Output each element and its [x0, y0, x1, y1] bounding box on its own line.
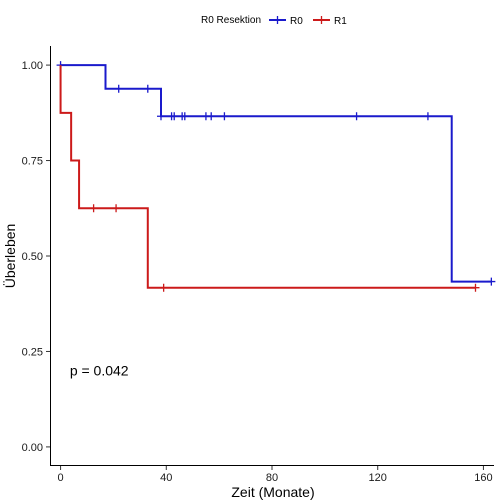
censor-mark-r0: [220, 112, 229, 121]
legend-item-r1: R1: [313, 16, 347, 27]
axes: 0 40 80 120 160 0.00 0.25 0.50 0.75 1.00: [22, 60, 493, 484]
series-r0: [56, 61, 496, 286]
plot-area: [56, 61, 496, 292]
censor-mark-r1: [112, 204, 121, 213]
y-tick-label: 0.50: [22, 251, 43, 263]
x-tick-label: 160: [474, 472, 492, 484]
censor-mark-r0: [114, 84, 123, 93]
censor-mark-r0: [423, 112, 432, 121]
y-tick-label: 0.25: [22, 346, 43, 358]
censor-mark-r1: [89, 204, 98, 213]
legend-item-r0: R0: [269, 16, 303, 27]
censor-mark-r1: [159, 283, 168, 292]
survival-line-r0: [60, 64, 492, 283]
survival-line-r1: [59, 65, 476, 289]
legend-title: R0 Resektion: [201, 15, 261, 26]
y-tick-label: 0.00: [22, 442, 43, 454]
censor-mark-r0: [170, 112, 179, 121]
censor-mark-r0: [352, 112, 361, 121]
x-axis-title: Zeit (Monate): [231, 484, 314, 500]
censor-mark-r0: [157, 112, 165, 121]
p-value-annotation: p = 0.042: [70, 363, 129, 379]
censor-mark-r0: [143, 84, 152, 93]
censor-mark-r0: [207, 112, 216, 121]
y-tick-label: 1.00: [22, 60, 43, 72]
y-axis-title: Überleben: [1, 224, 18, 289]
legend-label-r1: R1: [334, 16, 347, 27]
legend-items: R0 R1: [269, 16, 347, 27]
legend-label-r0: R0: [290, 16, 303, 27]
x-tick-label: 40: [160, 472, 172, 484]
censor-mark-r0: [487, 277, 496, 286]
censor-mark-r1: [471, 283, 480, 292]
x-tick-label: 80: [266, 472, 278, 484]
censor-mark-r0: [180, 112, 189, 121]
x-tick-label: 120: [369, 472, 387, 484]
legend: R0 Resektion R0 R1: [201, 15, 347, 27]
series-r1: [59, 65, 480, 292]
x-tick-label: 0: [58, 472, 64, 484]
y-tick-label: 0.75: [22, 156, 43, 168]
